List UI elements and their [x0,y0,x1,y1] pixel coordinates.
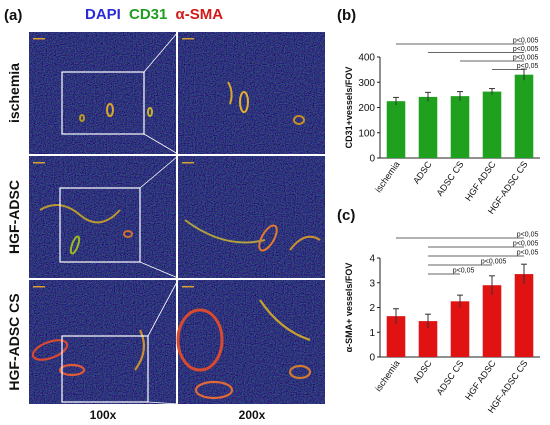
chart-cd31: 0 100 200 300 400 CD31+vessels/FOV ischemia ADS… [344,38,540,216]
vessels-r3 [31,299,312,400]
bar-0 [386,101,406,158]
category-label-0: ischemia [373,159,402,194]
bar-2 [450,96,470,158]
bar-0 [386,316,406,357]
significance-label-3: p<0,005 [481,259,507,266]
significance-label-1: p<0,005 [513,241,539,248]
y-tick-label: 300 [358,78,375,89]
category-label-1: ADSC [411,159,434,186]
y-tick-label: 3 [369,278,375,289]
panel-c-letter: (c) [337,207,355,224]
bar-1 [418,96,438,158]
category-label-1: ADSC [411,358,434,385]
category-label-2: ADSC CS [434,358,465,397]
bar-4 [514,274,534,357]
significance-label-0: p<0,05 [517,232,539,239]
zoom-box-r1 [61,71,145,135]
y-tick-label: 2 [369,303,375,314]
zoom-box-r3 [61,335,149,403]
vessels-r2 [39,204,321,255]
y-tick-label: 400 [358,53,375,64]
row-label-ischemia: ischemia [6,63,22,123]
y-tick-label: 4 [369,254,375,265]
panel-a-letter: (a) [4,7,22,24]
significance-label-0: p<0,005 [513,38,539,45]
y-tick-label: 100 [358,128,375,139]
category-label-3: HGF ADSC [463,358,498,402]
panel-b-letter: (b) [337,7,356,24]
y-tick-label: 1 [369,328,375,339]
zoom-box-r2 [59,187,141,263]
bar-3 [482,285,502,357]
significance-label-3: p<0,05 [517,63,539,70]
y-tick-label: 0 [369,154,375,165]
row-label-hgf-adsc-cs: HGF-ADSC CS [6,293,22,390]
category-label-2: ADSC CS [434,159,465,198]
col-label-100x: 100x [90,408,117,422]
microscopy-grid [29,31,325,405]
row-label-hgf-adsc: HGF-ADSC [6,180,22,254]
y-axis-label: α-SMA+ vessels/FOV [344,263,354,353]
chart-sma: 0 1 2 3 4 α-SMA+ vessels/FOV ischemia ADSC ADSC … [344,232,540,415]
stain-dapi: DAPI [85,6,121,23]
significance-label-1: p<0,005 [513,46,539,53]
significance-label-4: p<0,05 [453,268,475,275]
stain-cd31: CD31 [129,6,167,23]
bar-1 [418,321,438,357]
significance-label-2: p<0,005 [513,55,539,62]
bar-4 [514,74,534,158]
y-tick-label: 0 [369,353,375,364]
y-axis-label: CD31+vessels/FOV [344,67,354,149]
bar-3 [482,91,502,158]
category-label-3: HGF ADSC [463,159,498,203]
vessels-r1 [79,81,305,125]
col-label-200x: 200x [239,408,266,422]
stain-legend: DAPI CD31 α-SMA [85,6,223,23]
bar-2 [450,301,470,357]
y-tick-label: 200 [358,103,375,114]
category-label-0: ischemia [373,358,402,393]
significance-label-2: p<0,05 [517,250,539,257]
stain-sma: α-SMA [176,6,224,23]
